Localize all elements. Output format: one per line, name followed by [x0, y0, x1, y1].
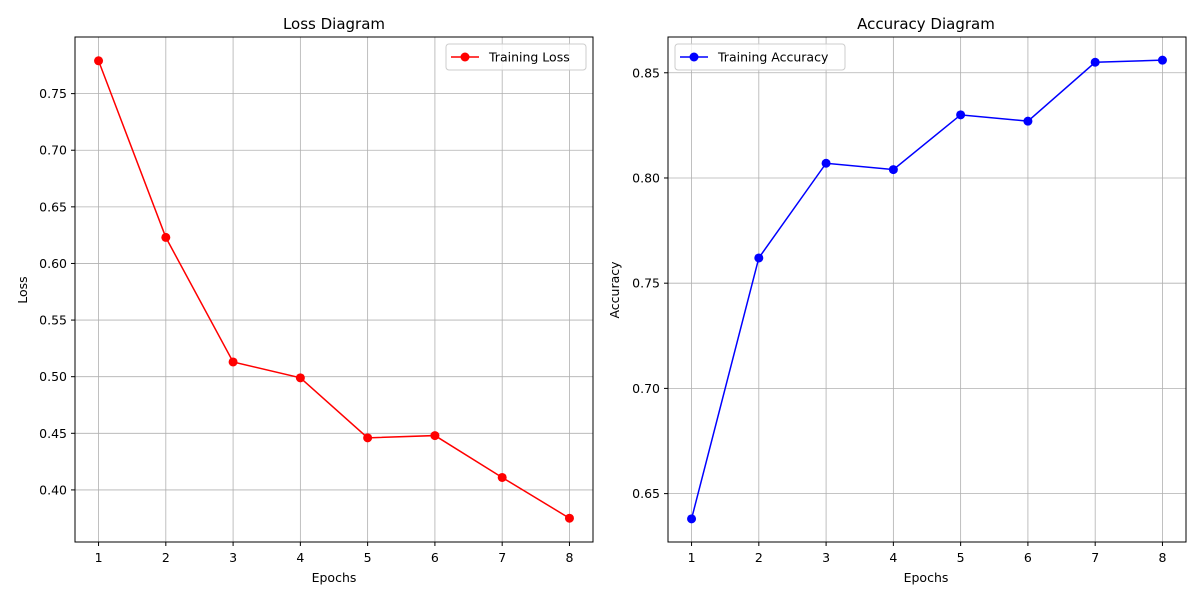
accuracy-chart-data-point	[1090, 57, 1100, 67]
loss-chart-data-point	[497, 472, 507, 482]
loss-chart-ytick-label: 0.55	[39, 313, 67, 328]
loss-chart-data-point	[228, 357, 238, 367]
loss-chart-title: Loss Diagram	[283, 15, 385, 33]
loss-chart-legend-marker	[460, 52, 470, 62]
accuracy-chart-legend-box	[674, 43, 846, 71]
accuracy-chart-data-point	[687, 514, 697, 524]
loss-chart-frame	[74, 36, 594, 543]
loss-chart-xtick-label: 5	[364, 550, 372, 565]
loss-chart-xtick-label: 7	[498, 550, 506, 565]
accuracy-chart-legend-label: Training Accuracy	[717, 50, 829, 65]
accuracy-chart: Accuracy Diagram Epochs Accuracy 1 2 3 4 5 6 7…	[607, 15, 1187, 585]
loss-chart-xtick-label: 4	[296, 550, 304, 565]
loss-chart-xtick-label: 3	[229, 550, 237, 565]
accuracy-chart-series-line	[690, 59, 1163, 520]
loss-chart-ytick-label: 0.60	[39, 256, 67, 271]
loss-chart-xtick-label: 2	[162, 550, 170, 565]
loss-chart-legend-box	[445, 43, 587, 71]
loss-chart-ylabel: Loss	[15, 276, 30, 303]
accuracy-chart-xlabel: Epochs	[904, 570, 949, 585]
accuracy-chart-data-point	[754, 253, 764, 263]
accuracy-chart-data-point	[956, 110, 966, 120]
accuracy-chart-data-point	[1157, 55, 1167, 65]
accuracy-chart-xtick-label: 3	[822, 550, 830, 565]
accuracy-chart-data-point	[821, 158, 831, 168]
loss-chart-xtick-label: 8	[565, 550, 573, 565]
loss-chart-ytick-label: 0.70	[39, 143, 67, 158]
loss-chart-data-point	[295, 373, 305, 383]
accuracy-chart-ytick-label: 0.80	[632, 170, 660, 185]
accuracy-chart-data-point	[888, 165, 898, 175]
loss-chart-data-point	[363, 433, 373, 443]
loss-chart-ytick-label: 0.40	[39, 482, 67, 497]
loss-chart-xtick-label: 1	[95, 550, 103, 565]
loss-chart-ytick-label: 0.50	[39, 369, 67, 384]
loss-chart-ytick-label: 0.45	[39, 426, 67, 441]
accuracy-chart-xtick-label: 2	[755, 550, 763, 565]
loss-chart-data-point	[430, 431, 440, 441]
loss-chart-xlabel: Epochs	[312, 570, 357, 585]
accuracy-chart-title: Accuracy Diagram	[857, 15, 995, 33]
accuracy-chart-ytick-label: 0.70	[632, 381, 660, 396]
accuracy-chart-xtick-label: 4	[889, 550, 897, 565]
accuracy-chart-legend-marker	[689, 52, 699, 62]
accuracy-chart-xtick-label: 6	[1024, 550, 1032, 565]
loss-chart-ytick-label: 0.75	[39, 86, 67, 101]
loss-chart-xtick-label: 6	[431, 550, 439, 565]
accuracy-chart-xtick-label: 8	[1158, 550, 1166, 565]
accuracy-chart-ytick-label: 0.65	[632, 486, 660, 501]
accuracy-chart-xtick-label: 1	[688, 550, 696, 565]
loss-chart-series-line	[97, 60, 570, 519]
loss-chart-legend-label: Training Loss	[488, 50, 570, 65]
loss-chart: Loss Diagram Epochs Loss 1 2 3 4 5 6 7 8 0.40 0.4…	[15, 15, 594, 585]
loss-chart-ytick-label: 0.65	[39, 199, 67, 214]
loss-chart-data-point	[94, 56, 104, 66]
accuracy-chart-xtick-label: 7	[1091, 550, 1099, 565]
accuracy-chart-ytick-label: 0.75	[632, 276, 660, 291]
accuracy-chart-ytick-label: 0.85	[632, 65, 660, 80]
loss-chart-data-point	[161, 232, 171, 242]
accuracy-chart-frame	[667, 36, 1187, 543]
accuracy-chart-data-point	[1023, 116, 1033, 126]
accuracy-chart-ylabel: Accuracy	[607, 261, 622, 319]
loss-chart-data-point	[564, 513, 574, 523]
accuracy-chart-xtick-label: 5	[957, 550, 965, 565]
